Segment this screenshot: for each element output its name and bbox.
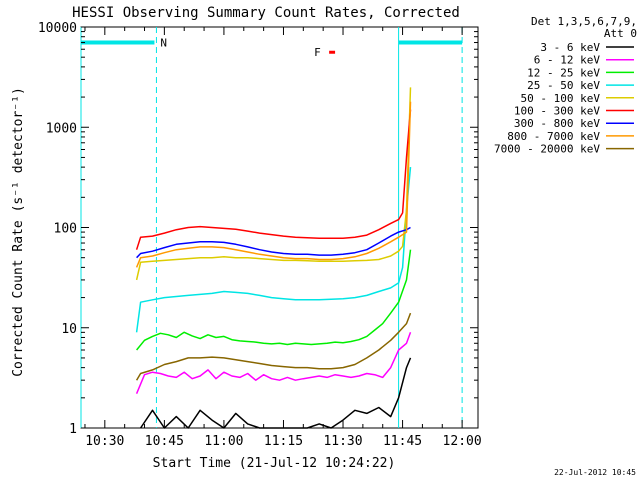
y-tick-label: 10000	[38, 21, 77, 36]
y-tick-label: 100	[54, 222, 77, 237]
x-tick-label: 12:00	[443, 434, 482, 449]
x-tick-label: 11:45	[383, 434, 422, 449]
x-tick-label: 11:15	[264, 434, 303, 449]
series-line-9	[135, 312, 412, 381]
legend-label-8: 800 - 7000 keV	[507, 130, 600, 143]
x-axis-ticks: 10:30 10:45 11:00 11:15 11:30 11:45 12:00	[84, 27, 482, 449]
x-tick-label: 10:45	[145, 434, 184, 449]
series-line-2	[135, 332, 412, 394]
x-tick-label: 10:30	[85, 434, 124, 449]
y-tick-label: 1	[69, 422, 77, 437]
series-line-5	[135, 87, 412, 281]
generation-timestamp: 22-Jul-2012 10:45	[554, 468, 636, 477]
night-label: N	[160, 37, 167, 50]
legend-header-attenuator: Att 0	[604, 27, 637, 40]
series-line-3	[136, 249, 412, 351]
legend-label-1: 3 - 6 keV	[540, 41, 600, 54]
y-axis-ticks: 1 10 100 1000 10000	[38, 21, 478, 437]
x-axis-label: Start Time (21-Jul-12 10:24:22)	[153, 456, 396, 471]
x-tick-label: 11:00	[204, 434, 243, 449]
y-axis-label: Corrected Count Rate (s⁻¹ detector⁻¹)	[11, 87, 26, 377]
legend-label-7: 300 - 800 keV	[514, 117, 600, 130]
plot-border	[80, 26, 479, 429]
series-line-6	[135, 109, 412, 250]
legend-label-2: 6 - 12 keV	[534, 54, 601, 67]
legend-label-6: 100 - 300 keV	[514, 105, 600, 118]
chart-title: HESSI Observing Summary Count Rates, Cor…	[72, 5, 460, 21]
flare-label: F	[314, 46, 321, 59]
series-line-1	[139, 357, 412, 429]
flare-marker: F	[314, 46, 336, 59]
legend-header-detectors: Det 1,3,5,6,7,9,	[531, 15, 637, 28]
series-layer	[135, 87, 412, 429]
legend-label-5: 50 - 100 keV	[521, 92, 601, 105]
series-line-4	[135, 167, 412, 333]
legend-label-3: 12 - 25 keV	[527, 66, 600, 79]
plot-frame	[80, 26, 479, 429]
x-tick-label: 11:30	[323, 434, 362, 449]
y-tick-label: 1000	[46, 121, 77, 136]
legend-label-4: 25 - 50 keV	[527, 79, 600, 92]
series-line-8	[135, 101, 412, 268]
y-tick-label: 10	[61, 322, 77, 337]
legend-label-9: 7000 - 20000 keV	[494, 143, 600, 156]
series-line-7	[136, 226, 411, 259]
